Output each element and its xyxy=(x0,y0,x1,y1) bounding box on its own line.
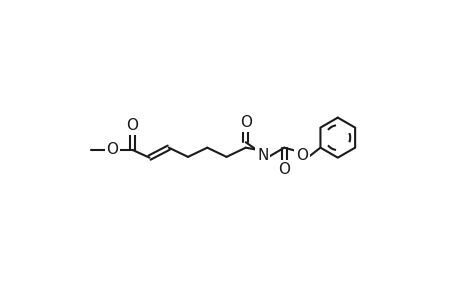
Text: O: O xyxy=(295,148,308,163)
Text: O: O xyxy=(278,162,290,177)
Text: N: N xyxy=(257,148,268,163)
Text: O: O xyxy=(106,142,118,158)
Text: O: O xyxy=(239,115,251,130)
Text: O: O xyxy=(126,118,138,133)
